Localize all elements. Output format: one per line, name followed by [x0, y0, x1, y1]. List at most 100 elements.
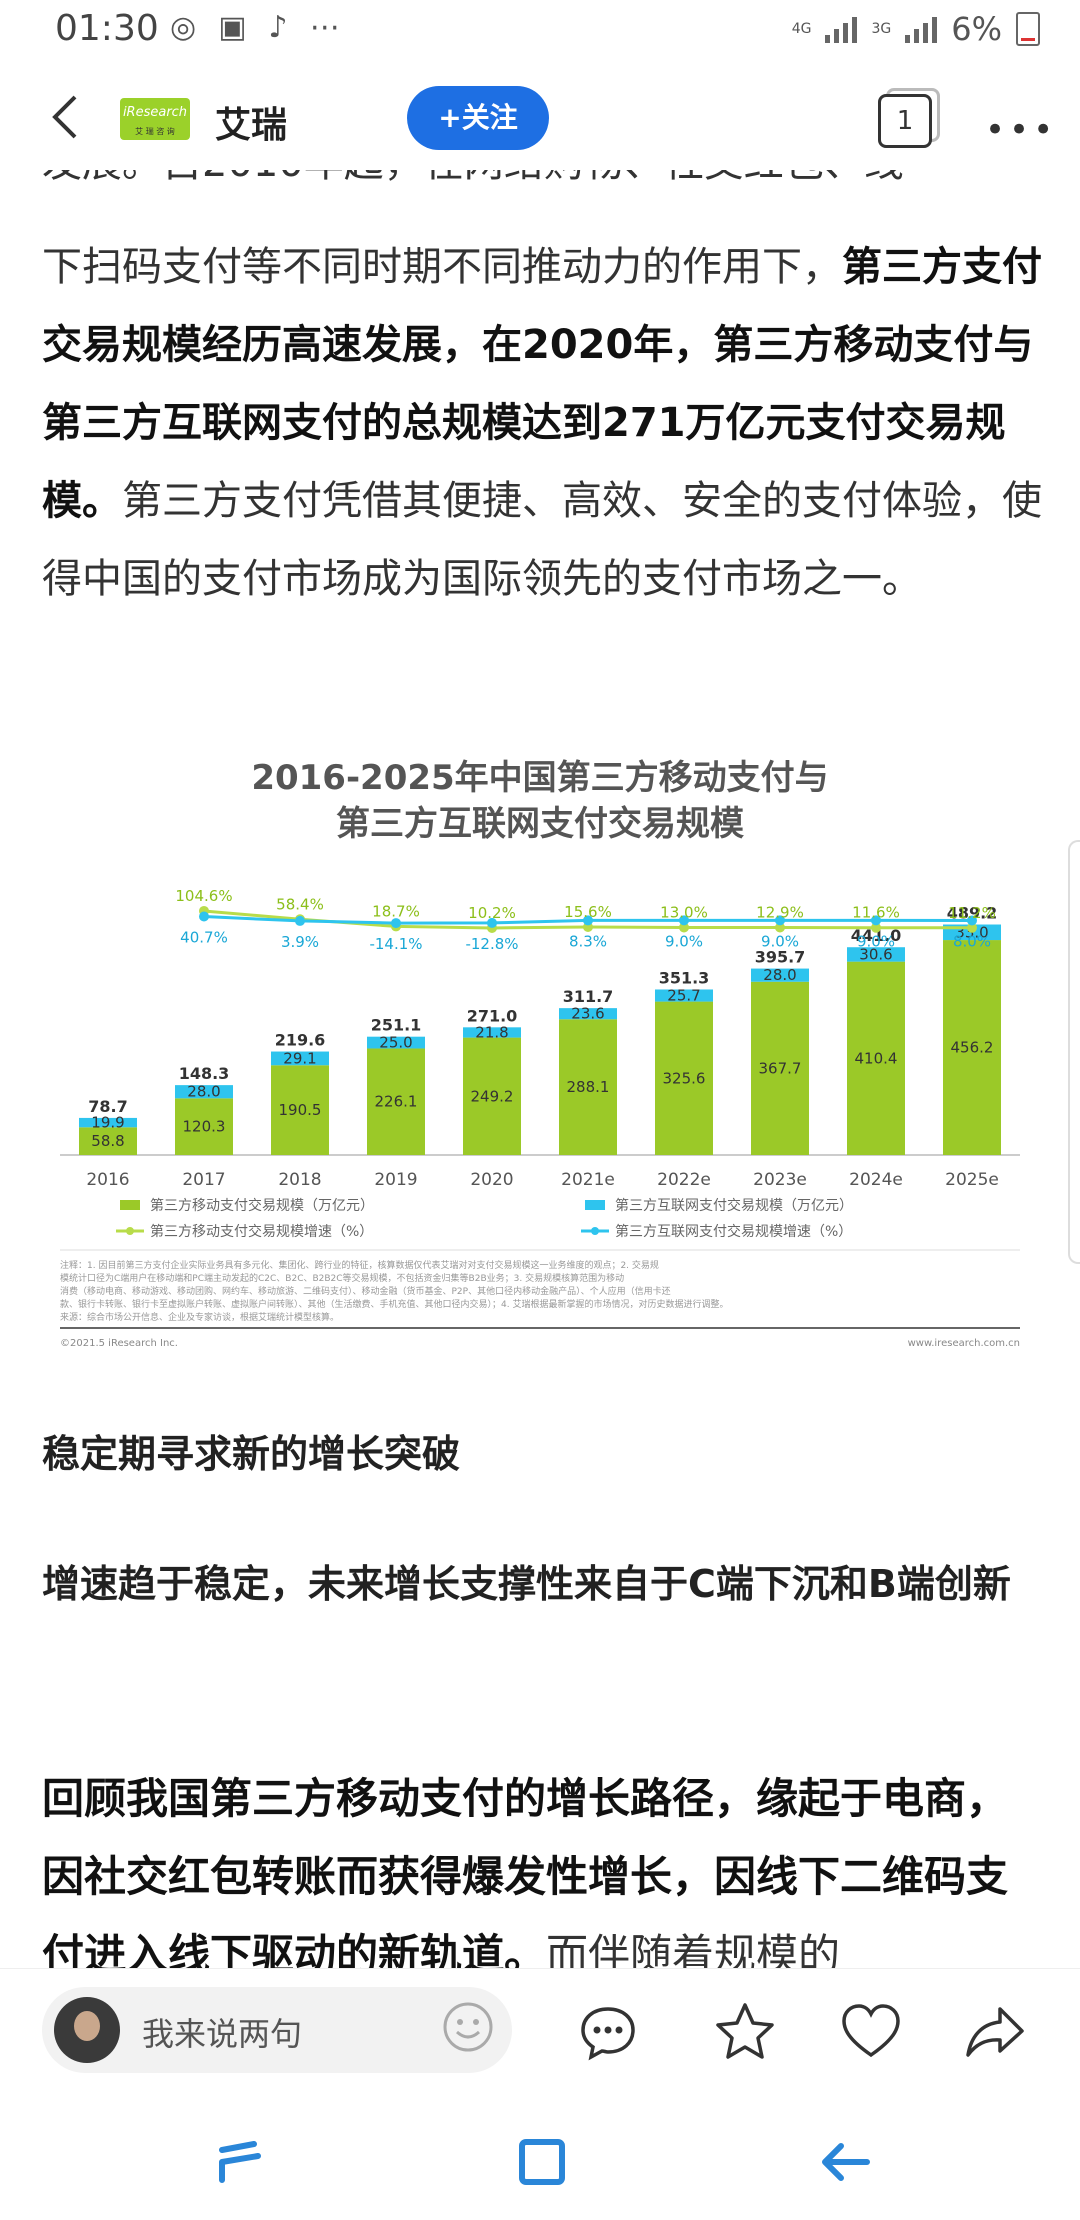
home-icon[interactable] — [512, 2132, 572, 2192]
legend-label: 第三方移动支付交易规模增速（%） — [150, 1223, 373, 1240]
comment-icon[interactable] — [575, 1999, 641, 2065]
heart-icon[interactable] — [838, 1999, 904, 2065]
bar-mobile — [943, 940, 1001, 1155]
rate-point-internet — [391, 918, 401, 929]
bar-internet — [847, 947, 905, 962]
status-time: 01:30 — [55, 8, 159, 49]
tiktok-icon: ♪ — [268, 10, 288, 45]
rate-label-mobile: 10.2% — [468, 904, 516, 922]
x-tick-label: 2022e — [657, 1170, 711, 1190]
bar-mobile-label: 226.1 — [375, 1093, 418, 1111]
chart-title-line1: 2016-2025年中国第三方移动支付与 — [251, 758, 829, 798]
legend-label: 第三方互联网支付交易规模增速（%） — [615, 1223, 852, 1240]
bar-internet — [655, 989, 713, 1002]
page-count-button[interactable]: 1 — [878, 94, 932, 148]
star-icon[interactable] — [712, 1999, 778, 2065]
rate-label-internet: 9.0% — [857, 932, 895, 950]
rate-label-mobile: 18.7% — [372, 902, 420, 920]
bar-total-label: 271.0 — [467, 1006, 518, 1025]
bar-internet-label: 19.9 — [91, 1114, 124, 1132]
bar-total-label: 219.6 — [275, 1031, 326, 1050]
more-options-icon[interactable]: ••• — [985, 110, 1058, 150]
rate-point-mobile — [967, 922, 977, 933]
status-bar: 01:30 ◎ ▣ ♪ ⋯ 4G 3G 6% — [0, 0, 1080, 64]
rate-label-internet: 8.3% — [569, 932, 607, 950]
rate-label-mobile: 12.9% — [756, 903, 804, 921]
rate-point-mobile — [679, 922, 689, 933]
bar-total-label: 489.2 — [947, 904, 998, 923]
rate-point-internet — [199, 911, 209, 922]
bar-mobile-label: 456.2 — [951, 1039, 994, 1057]
scroll-edge-handle[interactable] — [1068, 840, 1080, 1264]
x-tick-label: 2023e — [753, 1170, 807, 1190]
share-icon[interactable] — [962, 1999, 1028, 2065]
section-subheading: 增速趋于稳定，未来增长支撑性来自于C端下沉和B端创新 — [42, 1562, 1011, 1606]
x-tick-label: 2020 — [470, 1170, 513, 1190]
rate-label-internet: 9.0% — [761, 932, 799, 950]
x-tick-label: 2024e — [849, 1170, 903, 1190]
bar-internet-label: 28.0 — [763, 966, 796, 984]
bar-internet-label: 23.6 — [571, 1005, 604, 1023]
rate-point-internet — [679, 915, 689, 926]
network-3g-label: 3G — [871, 21, 892, 37]
account-name[interactable]: 艾瑞 — [215, 105, 288, 146]
more-notifications-icon: ⋯ — [309, 10, 340, 45]
chart-note-line: 模统计口径为C端用户在移动端和PC端主动发起的C2C、B2C、B2B2C等交易规… — [60, 1272, 624, 1284]
follow-button[interactable]: +关注 — [407, 86, 549, 150]
bar-total-label: 351.3 — [659, 968, 710, 987]
battery-icon — [1016, 12, 1040, 46]
bar-internet-label: 25.7 — [667, 987, 700, 1005]
rate-label-mobile: 11.6% — [852, 904, 900, 922]
bar-total-label: 148.3 — [179, 1064, 230, 1083]
back-button[interactable] — [45, 92, 85, 142]
bar-mobile-label: 325.6 — [663, 1069, 706, 1087]
bar-mobile — [463, 1037, 521, 1155]
bar-mobile — [655, 1001, 713, 1155]
x-tick-label: 2017 — [182, 1170, 225, 1190]
rate-point-mobile — [871, 922, 881, 933]
chart-source: 来源：综合市场公开信息、企业及专家访谈，根据艾瑞统计模型核算。 — [60, 1311, 339, 1323]
bar-mobile — [175, 1098, 233, 1155]
rate-point-internet — [583, 915, 593, 926]
chevron-left-icon — [52, 95, 77, 139]
back-nav-icon[interactable] — [815, 2132, 875, 2192]
chart-note-line: 注释：1. 因目前第三方支付企业实际业务具有多元化、集团化、跨行业的特征，核算数… — [60, 1259, 659, 1271]
bar-mobile — [559, 1019, 617, 1155]
bar-mobile-label: 58.8 — [91, 1132, 124, 1150]
signal-icon — [825, 15, 858, 43]
q-app-icon: ◎ — [170, 10, 197, 45]
bar-internet-label: 21.8 — [475, 1023, 508, 1041]
rate-label-internet: 3.9% — [281, 933, 319, 951]
bar-total-label: 311.7 — [563, 987, 614, 1006]
rate-label-internet: 9.0% — [665, 932, 703, 950]
bar-mobile-label: 190.5 — [279, 1101, 322, 1119]
bar-internet-label: 30.6 — [859, 945, 892, 963]
rate-point-mobile — [775, 922, 785, 933]
app-header: iResearch 艾 瑞 咨 询 艾瑞 +关注 1 ••• — [0, 70, 1080, 170]
bar-mobile — [79, 1127, 137, 1155]
bar-mobile-label: 367.7 — [759, 1059, 802, 1077]
rate-point-internet — [871, 915, 881, 926]
network-4g-label: 4G — [791, 21, 812, 37]
rate-label-mobile: 13.0% — [660, 903, 708, 921]
comment-input[interactable]: 我来说两句 — [42, 1987, 512, 2073]
bar-mobile-label: 120.3 — [183, 1118, 226, 1136]
rate-point-internet — [775, 915, 785, 926]
legend-swatch — [585, 1200, 605, 1210]
rate-label-mobile: 11.2% — [948, 904, 996, 922]
recent-apps-icon[interactable] — [210, 2132, 270, 2192]
chart-website: www.iresearch.com.cn — [908, 1338, 1020, 1349]
bar-mobile-label: 249.2 — [471, 1087, 514, 1105]
legend-label: 第三方移动支付交易规模（万亿元） — [150, 1197, 374, 1214]
bar-internet — [559, 1008, 617, 1020]
comment-placeholder: 我来说两句 — [142, 2015, 303, 2053]
x-tick-label: 2018 — [278, 1170, 321, 1190]
iresearch-logo[interactable]: iResearch 艾 瑞 咨 询 — [120, 98, 190, 140]
bar-mobile — [367, 1048, 425, 1155]
rate-label-internet: -14.1% — [369, 935, 422, 953]
system-nav-bar — [0, 2100, 1080, 2220]
bar-mobile — [751, 981, 809, 1155]
section-heading: 稳定期寻求新的增长突破 — [42, 1432, 461, 1476]
emoji-icon[interactable] — [440, 1999, 496, 2055]
rate-label-mobile: 104.6% — [175, 887, 232, 905]
